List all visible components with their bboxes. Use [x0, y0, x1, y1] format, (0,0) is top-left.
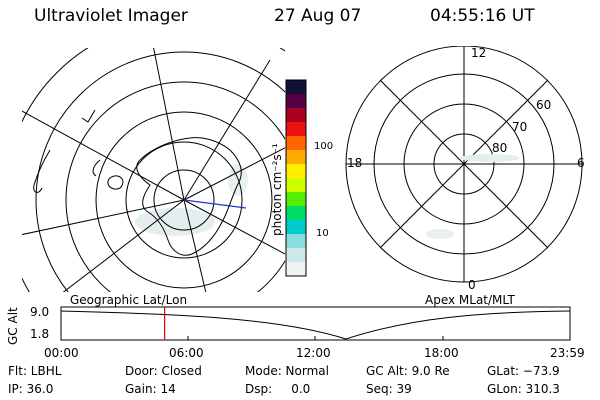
- timeline-tick-2359: 23:59: [550, 346, 585, 360]
- lat-label-70: 70: [512, 120, 527, 134]
- info-door: Door: Closed: [125, 364, 202, 378]
- mlt-label-12: 12: [471, 46, 486, 60]
- timeline-left-title: Geographic Lat/Lon: [70, 293, 187, 307]
- lat-label-80: 80: [492, 141, 507, 155]
- info-gain: Gain: 14: [125, 382, 176, 396]
- lat-label-60: 60: [536, 98, 551, 112]
- date: 27 Aug 07: [274, 6, 361, 26]
- timeline-ymax: 9.0: [30, 305, 49, 319]
- info-seq: Seq: 39: [366, 382, 412, 396]
- colorbar-stripe: [286, 80, 306, 95]
- info-mode: Mode: Normal: [245, 364, 329, 378]
- timeline-tick-0000: 00:00: [44, 346, 79, 360]
- info-gc-alt: GC Alt: 9.0 Re: [366, 364, 450, 378]
- timeline-right-title: Apex MLat/MLT: [425, 293, 515, 307]
- colorbar-label: photon cm⁻²s⁻¹: [270, 143, 284, 236]
- timeline-ymin: 1.8: [30, 327, 49, 341]
- colorbar-stripe: [286, 178, 306, 193]
- colorbar-stripe: [286, 192, 306, 207]
- info-filter: Flt: LBHL: [8, 364, 61, 378]
- geographic-map: [0, 0, 285, 300]
- info-glon: GLon: 310.3: [487, 382, 560, 396]
- colorbar-tick-100: 100: [314, 141, 333, 152]
- colorbar-stripe: [286, 122, 306, 137]
- mlt-label-0: 0: [468, 278, 476, 292]
- mlt-label-18: 18: [347, 156, 362, 170]
- colorbar-stripe: [286, 136, 306, 151]
- timeline-plot: [60, 306, 572, 342]
- polar-plot: [340, 46, 590, 292]
- timeline-tick-0600: 06:00: [169, 346, 204, 360]
- colorbar-stripe: [286, 94, 306, 109]
- colorbar-stripe: [286, 150, 306, 165]
- colorbar-tick-10: 10: [316, 228, 329, 239]
- info-glat: GLat: −73.9: [487, 364, 560, 378]
- colorbar-stripe: [286, 234, 306, 249]
- mlt-label-6: 6: [577, 156, 585, 170]
- info-dsp: Dsp: 0.0: [245, 382, 310, 396]
- info-ip: IP: 36.0: [8, 382, 53, 396]
- colorbar-stripe: [286, 206, 306, 221]
- colorbar-stripe: [286, 220, 306, 235]
- colorbar-stripe: [286, 262, 306, 277]
- colorbar-stripe: [286, 108, 306, 123]
- colorbar-stripe: [286, 248, 306, 263]
- time: 04:55:16 UT: [430, 6, 535, 26]
- timeline-ylabel: GC Alt: [6, 307, 20, 345]
- timeline-tick-1800: 18:00: [424, 346, 459, 360]
- colorbar: [260, 75, 320, 285]
- timeline-tick-1200: 12:00: [296, 346, 331, 360]
- colorbar-stripe: [286, 164, 306, 179]
